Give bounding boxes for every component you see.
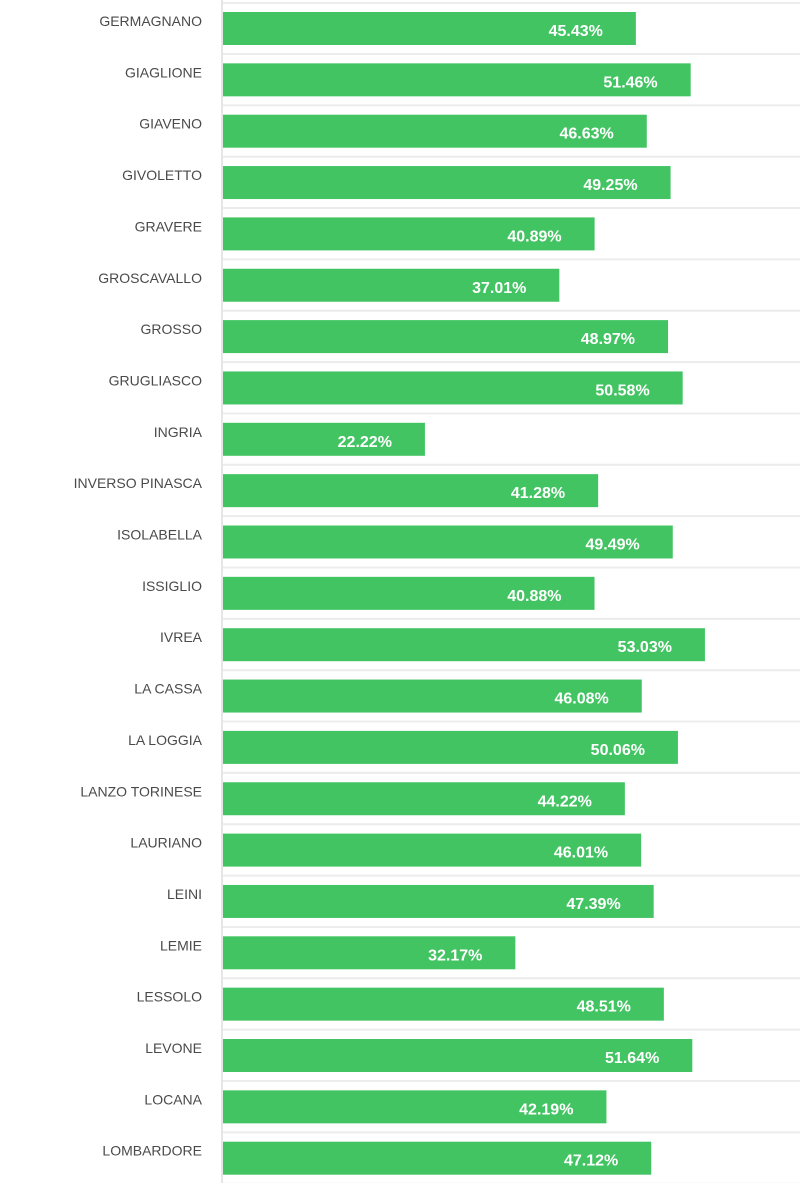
value-label: 53.03% <box>618 639 672 656</box>
bar <box>223 474 599 508</box>
value-label: 44.22% <box>538 793 592 810</box>
value-label: 22.22% <box>338 434 392 451</box>
category-label: ISSIGLIO <box>142 578 202 594</box>
value-label: 47.39% <box>566 896 620 913</box>
category-label: GIVOLETTO <box>122 167 202 183</box>
category-label: ISOLABELLA <box>117 527 202 543</box>
bar <box>223 576 595 610</box>
bar <box>223 987 664 1021</box>
value-labels: 45.43% 51.46% 46.63% 49.25% 40.89% 37.01% 48.9… <box>338 23 672 1170</box>
bars <box>223 12 705 1175</box>
bar <box>223 1039 693 1072</box>
bar <box>223 320 669 354</box>
value-label: 47.12% <box>564 1153 618 1170</box>
category-label: LESSOLO <box>137 989 202 1005</box>
bar <box>223 63 691 97</box>
value-label: 50.06% <box>591 742 645 759</box>
bar <box>223 268 560 302</box>
value-label: 49.49% <box>586 537 640 554</box>
bar <box>223 525 673 559</box>
category-label: LANZO TORINESE <box>80 783 202 799</box>
category-labels: GERMAGNANO GIAGLIONE GIAVENO GIVOLETTO GRAVE… <box>74 13 203 1159</box>
category-label: INVERSO PINASCA <box>74 475 203 491</box>
value-label: 40.88% <box>507 588 561 605</box>
bar <box>223 422 425 456</box>
category-label: GRAVERE <box>135 218 202 234</box>
bar <box>223 833 642 867</box>
bar <box>223 371 683 405</box>
value-label: 42.19% <box>519 1101 573 1118</box>
value-label: 46.08% <box>555 691 609 708</box>
category-label: IVREA <box>160 629 203 645</box>
bar <box>223 1141 652 1175</box>
bar <box>223 730 678 764</box>
value-label: 46.01% <box>554 845 608 862</box>
category-label: LEMIE <box>160 937 202 953</box>
category-label: LAURIANO <box>130 835 202 851</box>
bar <box>223 217 595 251</box>
category-label: LOCANA <box>144 1091 202 1107</box>
bar <box>223 1090 607 1124</box>
category-label: GROSCAVALLO <box>98 270 202 286</box>
bar <box>223 628 705 662</box>
bar <box>223 114 647 148</box>
value-label: 41.28% <box>511 485 565 502</box>
row-separators <box>222 2 800 1183</box>
value-label: 40.89% <box>507 228 561 245</box>
value-label: 50.58% <box>595 382 649 399</box>
value-label: 37.01% <box>472 280 526 297</box>
category-label: LEVONE <box>145 1040 202 1056</box>
bar <box>223 884 654 918</box>
category-label: LA LOGGIA <box>128 732 203 748</box>
category-label: INGRIA <box>154 424 203 440</box>
value-label: 48.51% <box>577 999 631 1016</box>
category-label: GIAVENO <box>139 116 202 132</box>
value-label: 48.97% <box>581 331 635 348</box>
value-label: 49.25% <box>583 177 637 194</box>
value-label: 51.64% <box>605 1050 659 1067</box>
value-label: 45.43% <box>549 23 603 40</box>
category-label: LOMBARDORE <box>102 1143 202 1159</box>
value-label: 32.17% <box>428 947 482 964</box>
bar <box>223 936 516 970</box>
value-label: 51.46% <box>603 74 657 91</box>
category-label: GIAGLIONE <box>125 64 202 80</box>
category-label: GRUGLIASCO <box>109 372 202 388</box>
bar <box>223 12 636 45</box>
category-label: GERMAGNANO <box>99 13 202 29</box>
bar <box>223 679 642 713</box>
value-label: 46.63% <box>560 126 614 143</box>
category-label: LEINI <box>167 886 202 902</box>
category-label: GROSSO <box>141 321 203 337</box>
bar <box>223 166 671 200</box>
bar <box>223 782 625 816</box>
category-label: LA CASSA <box>134 681 202 697</box>
